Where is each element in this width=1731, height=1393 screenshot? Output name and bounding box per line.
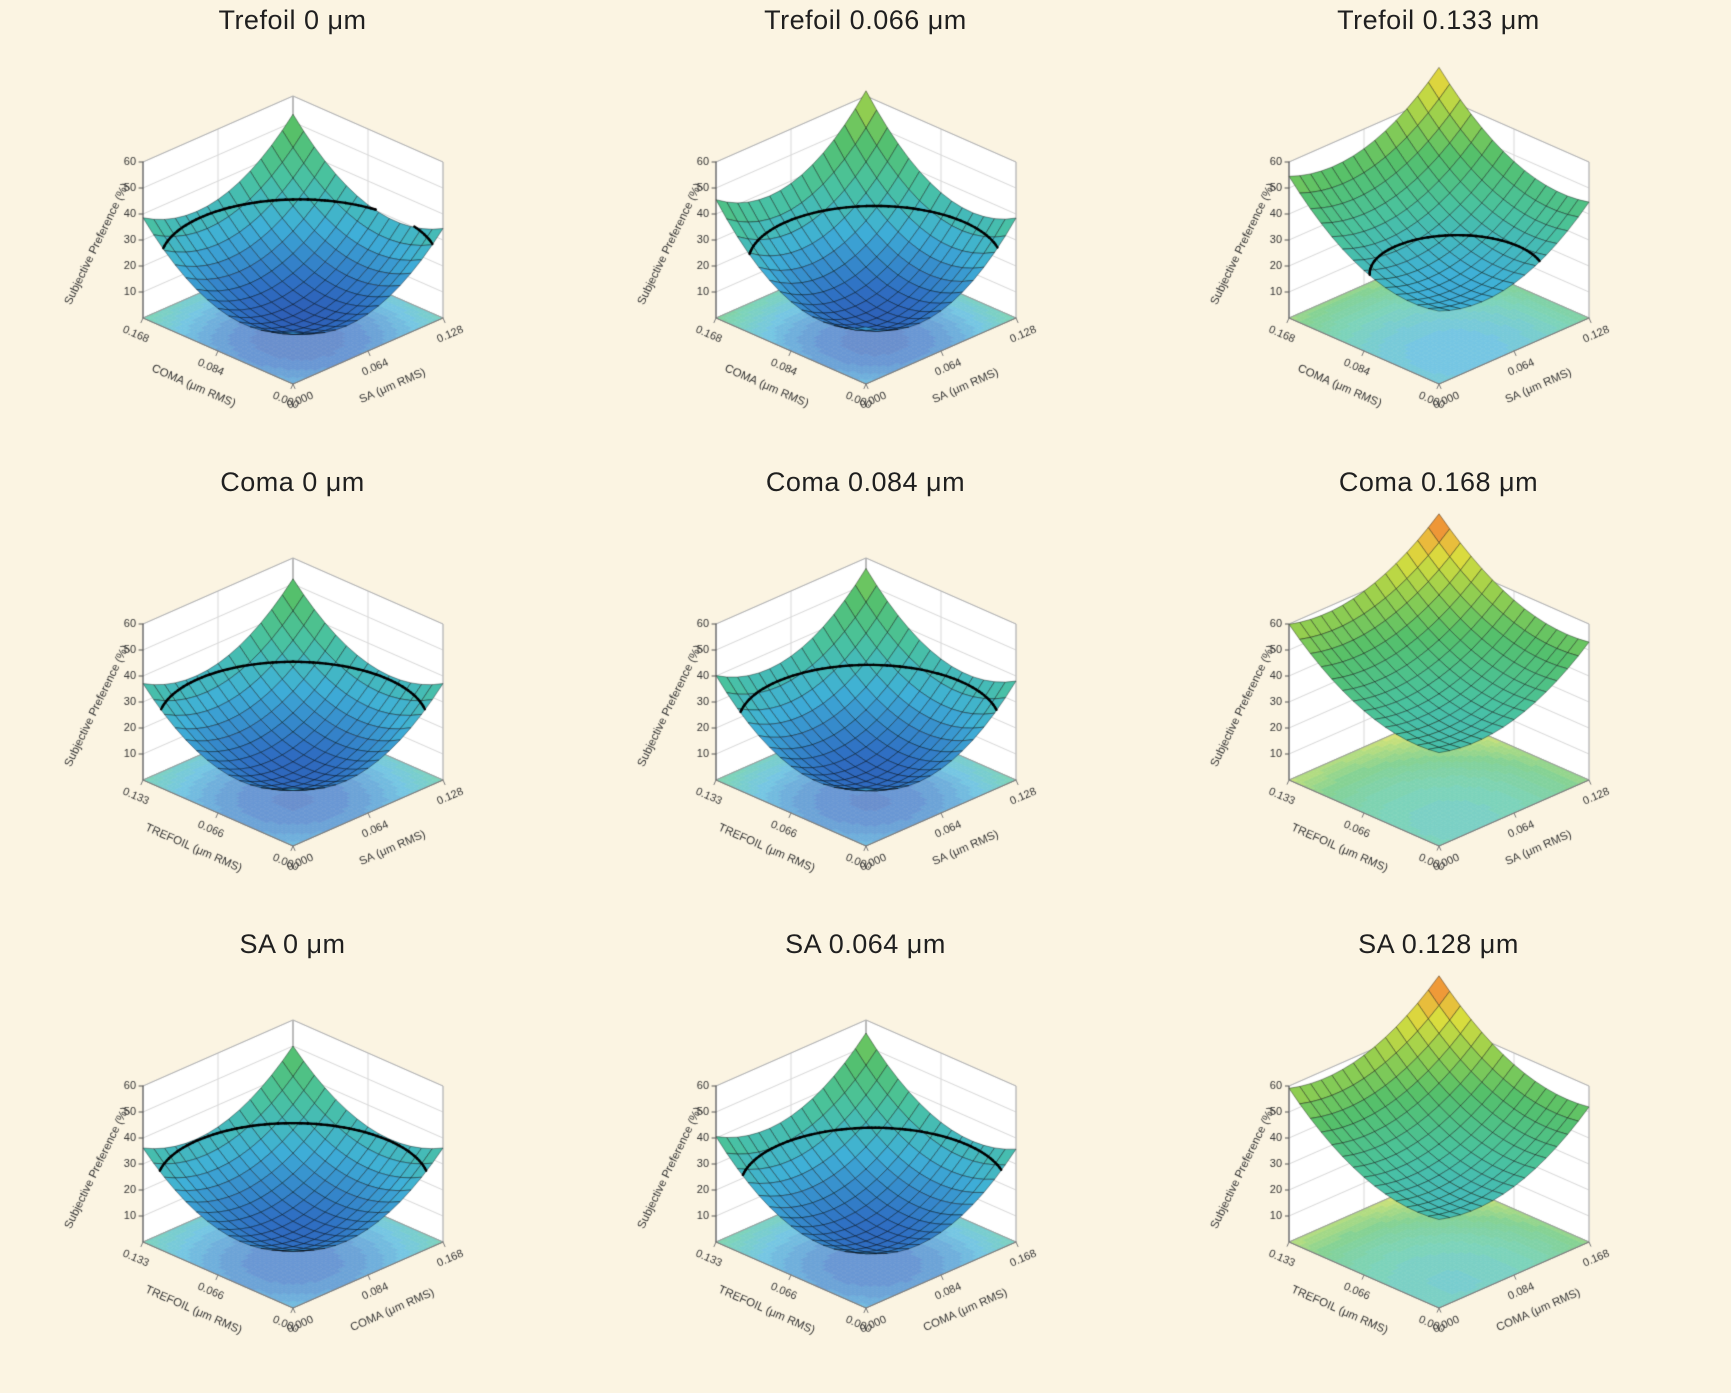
surface-canvas [1158, 498, 1719, 928]
surface-canvas [585, 498, 1146, 928]
surface-canvas [585, 36, 1146, 466]
plot-title: SA 0 μm [239, 929, 346, 959]
plot-trefoil-0um: Trefoil 0 μm [6, 4, 579, 466]
plot-title: Coma 0.168 μm [1338, 467, 1539, 497]
plot-title: Trefoil 0.066 μm [764, 5, 967, 35]
plot-sa-0064um: SA 0.064 μm [579, 928, 1152, 1390]
plot-title: Trefoil 0.133 μm [1337, 5, 1540, 35]
plot-trefoil-0066um: Trefoil 0.066 μm [579, 4, 1152, 466]
plot-trefoil-0133um: Trefoil 0.133 μm [1152, 4, 1725, 466]
plot-title: SA 0.064 μm [785, 929, 946, 959]
surface-canvas [585, 960, 1146, 1390]
plot-title: Coma 0 μm [220, 467, 365, 497]
surface-canvas [12, 498, 573, 928]
plot-title: Coma 0.084 μm [765, 467, 966, 497]
plot-sa-0um: SA 0 μm [6, 928, 579, 1390]
plot-coma-0168um: Coma 0.168 μm [1152, 466, 1725, 928]
plot-coma-0084um: Coma 0.084 μm [579, 466, 1152, 928]
plot-title: SA 0.128 μm [1358, 929, 1519, 959]
plot-sa-0128um: SA 0.128 μm [1152, 928, 1725, 1390]
plots-grid: Trefoil 0 μm Trefoil 0.066 μm Trefoil 0.… [6, 4, 1725, 1390]
surface-canvas [1158, 960, 1719, 1390]
surface-canvas [12, 960, 573, 1390]
plot-coma-0um: Coma 0 μm [6, 466, 579, 928]
surface-canvas [1158, 36, 1719, 466]
surface-canvas [12, 36, 573, 466]
plot-title: Trefoil 0 μm [218, 5, 367, 35]
